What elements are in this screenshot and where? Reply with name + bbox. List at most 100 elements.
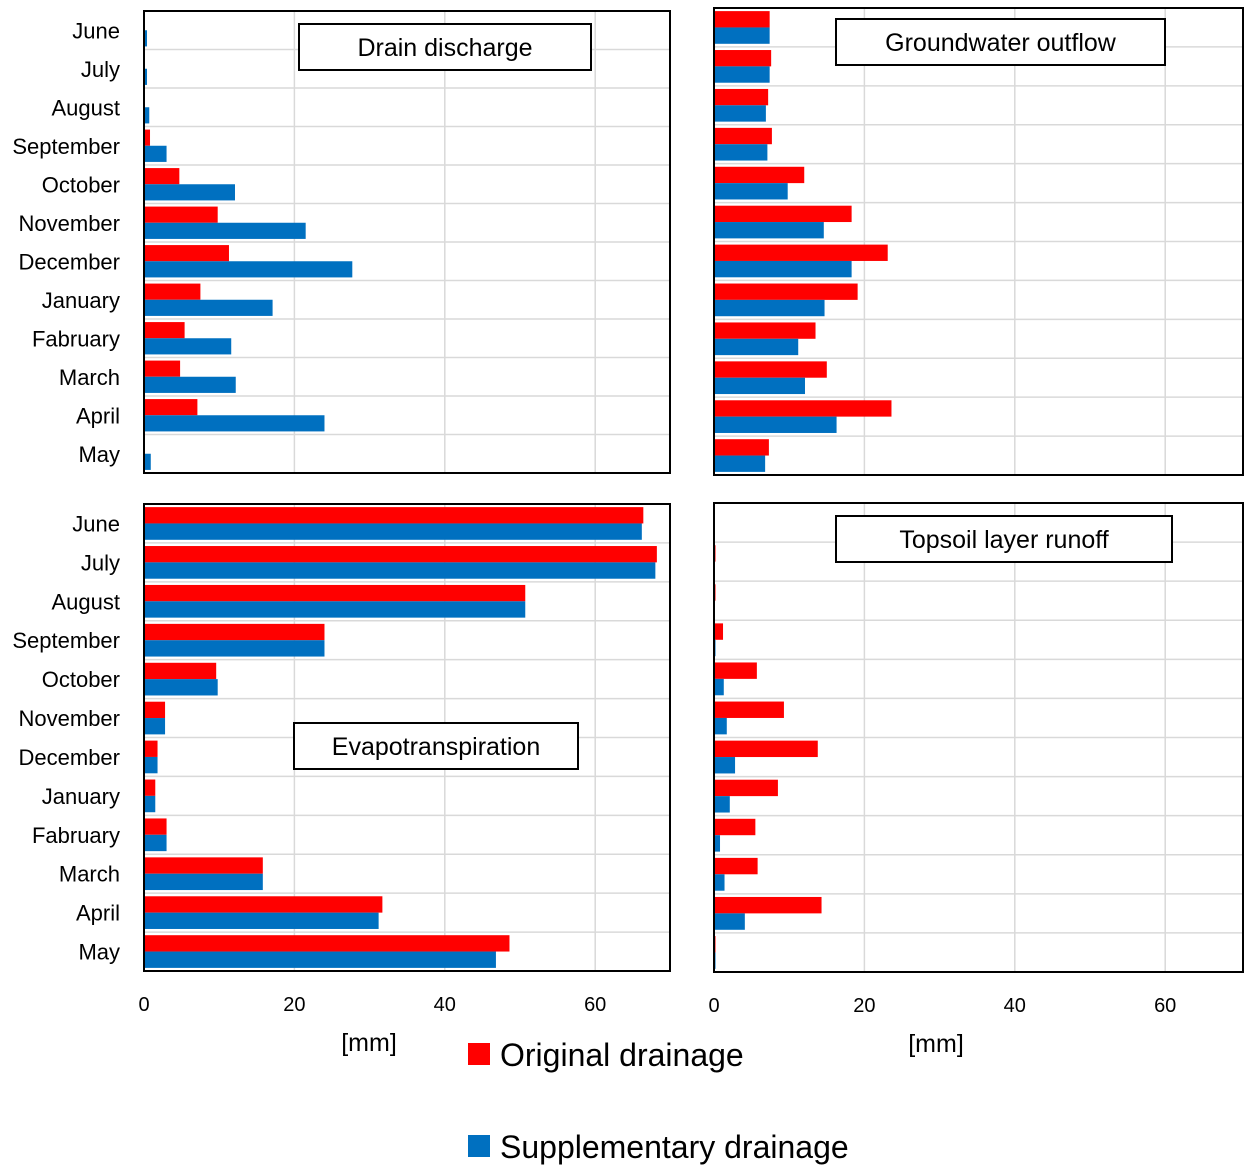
bar-original [144,399,198,416]
bar-original [144,546,657,563]
bar-supplementary [144,184,235,201]
bar-supplementary [714,222,824,239]
bar-original [714,283,858,300]
tick-label: 60 [1154,995,1176,1017]
bar-supplementary [144,718,166,735]
tick-label: 60 [584,994,606,1016]
bar-original [714,439,769,456]
legend-label-supplementary: Supplementary drainage [500,1129,849,1165]
bar-original [714,88,769,106]
bar-supplementary [714,913,745,930]
category-label: August [52,95,121,120]
bar-supplementary [144,523,642,540]
bar-supplementary [144,834,167,852]
bar-original [144,245,229,262]
bar-supplementary [714,757,736,774]
bar-original [714,11,770,28]
bar-supplementary [144,873,263,891]
legend-swatch-supplementary [468,1135,490,1157]
category-label: Fabruary [32,326,120,351]
bar-original [714,361,827,378]
bar-supplementary [144,299,273,316]
bar-supplementary [144,562,656,579]
bar-supplementary [714,183,788,200]
bar-original [144,322,185,339]
panel-evapotranspiration: June July August September October November De… [12,503,671,1057]
category-label: May [78,940,120,965]
tick-label: 40 [1004,995,1026,1017]
plot-frame [143,10,671,474]
bar-original [144,584,526,602]
bar-original [144,623,325,641]
legend: Original drainage Supplementary drainage [468,1037,849,1165]
category-label: March [59,862,120,887]
panel-title: Drain discharge [357,34,532,62]
bar-supplementary [144,912,379,929]
tick-label: 0 [138,994,149,1016]
bar-original [144,818,167,835]
bar-supplementary [144,640,325,657]
legend-swatch-original [468,1043,490,1065]
bar-supplementary [144,756,158,774]
bar-supplementary [714,416,837,433]
category-label: October [42,667,120,692]
bar-supplementary [714,835,721,852]
panel-title: Groundwater outflow [885,29,1117,57]
category-label: May [78,442,120,467]
tick-label: 20 [283,994,305,1016]
bar-supplementary [144,261,353,278]
bar-original [144,507,644,524]
bar-supplementary [714,260,852,278]
bar-supplementary [714,66,770,83]
bar-original [144,935,510,952]
bar-original [714,400,892,417]
bar-supplementary [144,795,156,813]
bar-original [144,779,156,796]
title-box [835,515,1173,563]
bar-original [714,818,756,836]
bar-original [144,283,201,300]
bar-supplementary [714,678,724,696]
bar-supplementary [144,415,325,432]
plot-frame [713,502,1244,973]
panel-groundwater-outflow: Groundwater outflow [713,7,1244,476]
title-box [835,18,1166,66]
title-box [293,722,579,770]
plot-frame [143,503,671,972]
category-label: September [12,628,120,653]
category-label: January [42,784,120,809]
bar-supplementary [714,717,727,735]
bar-supplementary [144,338,232,355]
category-label: December [19,745,120,770]
bar-supplementary [144,376,236,393]
bar-supplementary [714,796,730,813]
panel-drain-discharge: June July August September October November De… [12,10,671,474]
category-label: Fabruary [32,823,120,848]
bar-supplementary [144,453,151,470]
category-label: June [72,511,120,536]
category-label: August [52,589,121,614]
bar-original [714,623,724,640]
tick-label: 20 [853,995,875,1017]
bar-original [714,322,816,339]
bar-supplementary [144,679,218,696]
category-label: April [76,403,120,428]
tick-label: 40 [434,994,456,1016]
category-label: December [19,249,120,274]
bar-original [714,50,772,67]
bar-supplementary [144,68,148,85]
bar-original [714,701,784,718]
bar-original [714,662,757,679]
axis-unit-label: [mm] [341,1029,397,1057]
bar-supplementary [144,601,526,618]
bar-original [714,127,772,145]
category-label: July [81,57,120,82]
bar-supplementary [144,951,496,968]
bar-supplementary [714,874,725,891]
bar-original [144,701,166,719]
category-label: April [76,901,120,926]
bar-supplementary [714,377,805,395]
category-label: June [72,18,120,43]
bar-supplementary [144,30,148,47]
